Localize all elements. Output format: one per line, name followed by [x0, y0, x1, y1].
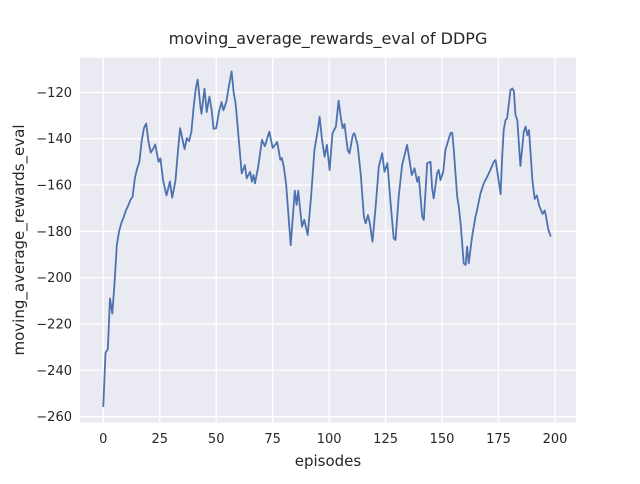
y-tick-label: −180	[36, 225, 72, 240]
y-tick-label: −140	[36, 132, 72, 147]
y-axis-label: moving_average_rewards_eval	[10, 125, 29, 356]
x-tick-label: 50	[208, 432, 225, 447]
line-series-ddpg	[102, 70, 552, 408]
y-tick-labels: −260 −240 −220 −200 −180 −160 −140 −120	[36, 86, 72, 425]
x-axis-label: episodes	[295, 452, 362, 470]
plot-area	[80, 57, 576, 423]
x-tick-label: 25	[151, 432, 168, 447]
x-tick-label: 150	[430, 432, 455, 447]
x-tick-label: 175	[486, 432, 511, 447]
y-tick-label: −220	[36, 317, 72, 332]
x-tick-label: 200	[543, 432, 568, 447]
x-tick-label: 125	[373, 432, 398, 447]
y-tick-label: −120	[36, 86, 72, 101]
chart-title: moving_average_rewards_eval of DDPG	[169, 29, 488, 49]
y-tick-label: −160	[36, 178, 72, 193]
y-tick-label: −260	[36, 410, 72, 425]
x-tick-labels: 0 25 50 75 100 125 150 175 200	[99, 432, 567, 447]
x-tick-label: 100	[317, 432, 342, 447]
x-tick-label: 75	[264, 432, 281, 447]
y-tick-label: −200	[36, 271, 72, 286]
grid-lines	[80, 57, 576, 423]
x-tick-label: 0	[99, 432, 107, 447]
y-tick-label: −240	[36, 364, 72, 379]
